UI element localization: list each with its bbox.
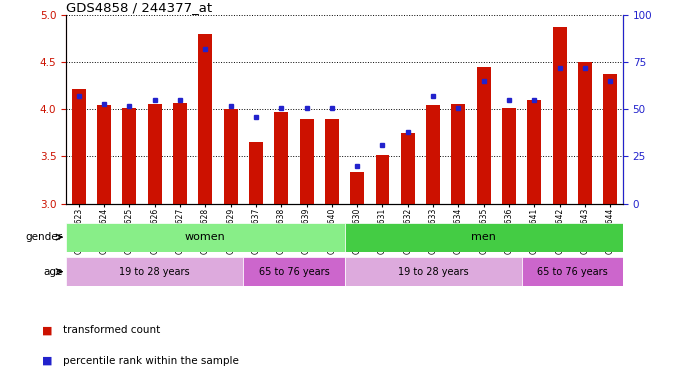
Bar — [350, 172, 364, 204]
Bar — [198, 34, 212, 204]
Text: transformed count: transformed count — [63, 325, 160, 335]
Bar — [299, 119, 313, 204]
Text: ■: ■ — [42, 325, 52, 335]
Text: 65 to 76 years: 65 to 76 years — [258, 266, 329, 277]
Bar — [345, 257, 522, 286]
Bar — [528, 100, 541, 204]
Bar — [376, 155, 390, 204]
Bar — [122, 108, 136, 204]
Bar — [345, 223, 623, 252]
Bar — [223, 109, 237, 204]
Text: men: men — [471, 232, 496, 242]
Text: age: age — [43, 266, 63, 277]
Bar — [72, 89, 86, 204]
Bar — [325, 119, 339, 204]
Bar — [249, 142, 263, 204]
Text: GDS4858 / 244377_at: GDS4858 / 244377_at — [66, 1, 212, 14]
Bar — [66, 257, 244, 286]
Bar — [553, 26, 567, 204]
Text: gender: gender — [26, 232, 63, 242]
Bar — [97, 105, 111, 204]
Text: 19 to 28 years: 19 to 28 years — [120, 266, 190, 277]
Bar — [477, 67, 491, 204]
Bar — [244, 257, 345, 286]
Bar — [173, 103, 187, 204]
Bar — [502, 108, 516, 204]
Bar — [148, 104, 161, 204]
Bar — [603, 74, 617, 204]
Bar — [426, 105, 440, 204]
Bar — [452, 104, 466, 204]
Bar — [274, 112, 288, 204]
Bar — [401, 133, 415, 204]
Text: women: women — [185, 232, 226, 242]
Bar — [578, 62, 592, 204]
Text: 19 to 28 years: 19 to 28 years — [398, 266, 468, 277]
Text: ■: ■ — [42, 356, 52, 366]
Text: percentile rank within the sample: percentile rank within the sample — [63, 356, 239, 366]
Bar — [66, 223, 345, 252]
Text: 65 to 76 years: 65 to 76 years — [537, 266, 608, 277]
Bar — [522, 257, 623, 286]
